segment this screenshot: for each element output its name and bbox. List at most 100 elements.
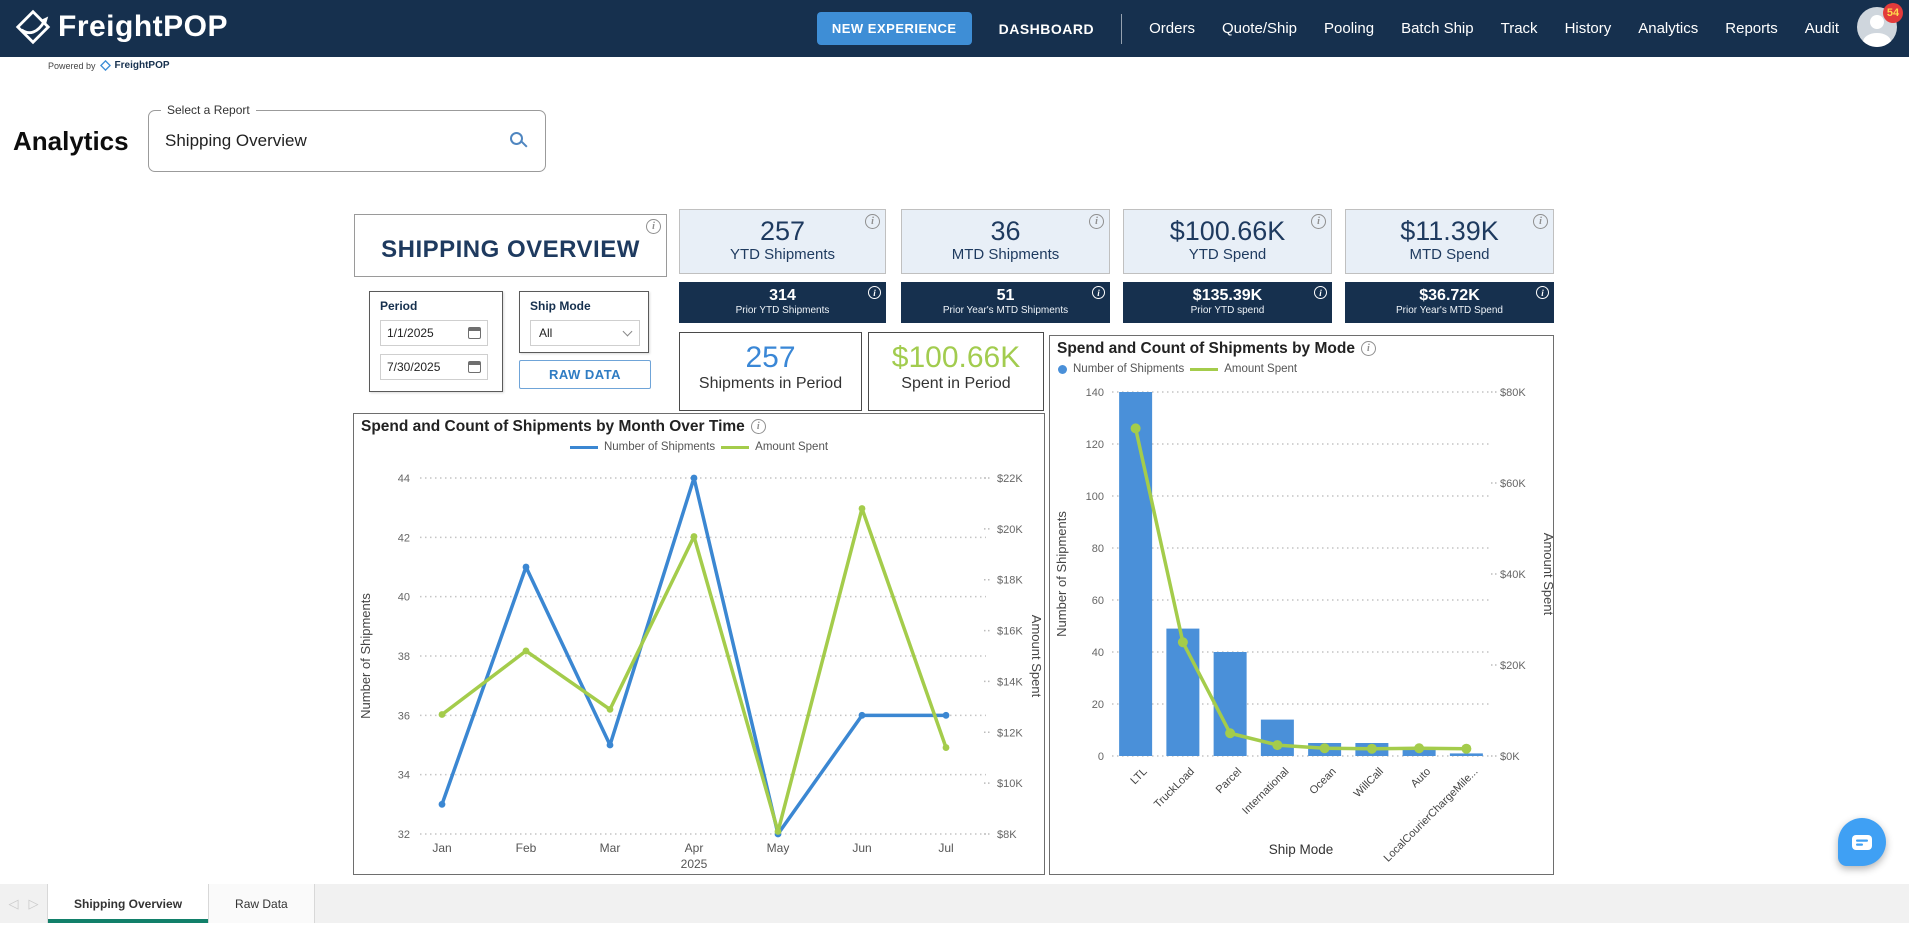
user-menu[interactable]: 54 [1857, 3, 1903, 49]
line-chart-legend: Number of Shipments Amount Spent [354, 441, 1044, 453]
tab-raw-data[interactable]: Raw Data [209, 884, 315, 923]
kpi-label: YTD Spend [1188, 246, 1267, 263]
legend-line-swatch [569, 445, 598, 449]
svg-text:2025: 2025 [681, 857, 708, 871]
svg-text:$18K: $18K [997, 575, 1023, 587]
svg-text:20: 20 [1092, 699, 1104, 711]
nav-audit[interactable]: Audit [1804, 20, 1839, 37]
kpi-prior-ytd-shipments: 314 Prior YTD Shipments [679, 282, 886, 323]
legend-label: Number of Shipments [603, 441, 716, 453]
new-experience-button[interactable]: NEW EXPERIENCE [816, 12, 972, 45]
nav-track[interactable]: Track [1500, 20, 1538, 37]
nav-reports[interactable]: Reports [1725, 20, 1778, 37]
kpi-value: $100.66K [1169, 216, 1286, 246]
svg-text:$12K: $12K [997, 727, 1023, 739]
chevron-down-icon [622, 326, 633, 337]
info-icon[interactable] [1311, 214, 1326, 229]
svg-text:$60K: $60K [1500, 478, 1526, 490]
nav-pooling[interactable]: Pooling [1324, 20, 1375, 37]
tab-nav-left-icon[interactable]: ◁ [8, 895, 19, 911]
kpi-mtd-spend: $11.39K MTD Spend [1345, 209, 1554, 274]
info-icon[interactable] [1360, 341, 1376, 356]
info-icon[interactable] [868, 286, 881, 299]
ship-mode-value: All [539, 326, 553, 340]
line-chart-panel: Spend and Count of Shipments by Month Ov… [353, 413, 1045, 875]
kpi-value: $11.39K [1400, 216, 1499, 246]
period-start-input[interactable] [387, 326, 459, 340]
svg-text:$20K: $20K [997, 524, 1023, 536]
svg-text:42: 42 [398, 532, 410, 544]
kpi-value: 51 [996, 287, 1015, 304]
bar-chart-legend: Number of Shipments Amount Spent [1058, 363, 1297, 375]
info-icon[interactable] [1536, 286, 1549, 299]
svg-text:100: 100 [1086, 491, 1104, 503]
svg-text:$0K: $0K [1500, 751, 1520, 763]
freightpop-brand[interactable]: FreightPOP [14, 8, 228, 46]
info-icon[interactable] [750, 419, 766, 434]
svg-text:TruckLoad: TruckLoad [1152, 766, 1197, 811]
calendar-icon[interactable] [468, 361, 481, 373]
report-selector[interactable]: Select a Report Shipping Overview [148, 103, 546, 172]
period-end-input[interactable] [387, 360, 459, 374]
line-chart-title-text: Spend and Count of Shipments by Month Ov… [361, 418, 745, 435]
nav-analytics[interactable]: Analytics [1638, 20, 1699, 37]
period-start-field[interactable] [380, 320, 488, 346]
kpi-ytd-spend: $100.66K YTD Spend [1123, 209, 1332, 274]
line-chart-title: Spend and Count of Shipments by Month Ov… [361, 418, 766, 436]
nav-batch-ship[interactable]: Batch Ship [1401, 20, 1474, 37]
bar-chart-plot[interactable]: 0 20 40 60 80 100 120 140 $0K $20K $40K $60K $80K LTL… [1050, 386, 1553, 874]
svg-text:38: 38 [398, 651, 410, 663]
info-icon[interactable] [1314, 286, 1327, 299]
info-icon[interactable] [865, 214, 880, 229]
legend-line-swatch [721, 445, 750, 449]
period-end-field[interactable] [380, 354, 488, 380]
raw-data-button[interactable]: RAW DATA [519, 360, 651, 389]
line-chart-plot[interactable]: 32 34 36 38 40 42 44 $8K $10K $12K $14K $16K $18K $20… [354, 462, 1044, 874]
spent-in-period-value: $100.66K [891, 341, 1021, 374]
tab-shipping-overview[interactable]: Shipping Overview [48, 884, 210, 923]
svg-text:Mar: Mar [600, 841, 621, 855]
info-icon[interactable] [1533, 214, 1548, 229]
search-icon[interactable] [510, 132, 523, 145]
kpi-ytd-shipments: 257 YTD Shipments [679, 209, 886, 274]
powered-by-brand: FreightPOP [114, 60, 170, 71]
freightpop-logo-icon [15, 9, 51, 45]
svg-text:WillCall: WillCall [1352, 766, 1386, 800]
bar-chart-title: Spend and Count of Shipments by Mode [1057, 340, 1376, 358]
ship-mode-select[interactable]: All [530, 320, 640, 346]
svg-text:LTL: LTL [1128, 766, 1149, 787]
kpi-label: Prior YTD spend [1190, 305, 1265, 316]
calendar-icon[interactable] [468, 327, 481, 339]
chat-icon [1852, 834, 1872, 850]
kpi-prior-mtd-shipments: 51 Prior Year's MTD Shipments [901, 282, 1110, 323]
kpi-value: 257 [759, 216, 806, 246]
info-icon[interactable] [1092, 286, 1105, 299]
svg-text:$8K: $8K [997, 829, 1017, 841]
svg-text:International: International [1240, 766, 1291, 817]
info-icon[interactable] [646, 219, 661, 234]
period-filter: Period [369, 291, 503, 392]
svg-text:$22K: $22K [997, 473, 1023, 485]
svg-text:$20K: $20K [1500, 660, 1526, 672]
report-tab-bar: ◁ ▷ Shipping Overview Raw Data [0, 884, 1909, 923]
nav-dashboard[interactable]: DASHBOARD [998, 20, 1095, 37]
svg-text:Jan: Jan [432, 841, 451, 855]
svg-text:32: 32 [398, 829, 410, 841]
nav-history[interactable]: History [1564, 20, 1612, 37]
svg-text:40: 40 [1092, 647, 1104, 659]
svg-text:Auto: Auto [1409, 766, 1433, 790]
info-icon[interactable] [1089, 214, 1104, 229]
svg-text:Ship Mode: Ship Mode [1269, 842, 1334, 857]
nav-orders[interactable]: Orders [1149, 20, 1195, 37]
top-navbar: FreightPOP NEW EXPERIENCE DASHBOARD Orde… [0, 0, 1909, 57]
svg-text:$10K: $10K [997, 778, 1023, 790]
nav-quote-ship[interactable]: Quote/Ship [1221, 20, 1298, 37]
svg-text:Parcel: Parcel [1214, 766, 1245, 797]
chat-bubble-button[interactable] [1838, 818, 1886, 866]
legend-label: Number of Shipments [1073, 363, 1185, 375]
spent-in-period-card: $100.66K Spent in Period [868, 332, 1044, 411]
svg-text:0: 0 [1098, 751, 1104, 763]
tab-nav-right-icon[interactable]: ▷ [28, 895, 39, 911]
svg-text:May: May [767, 841, 790, 855]
ship-mode-filter: Ship Mode All [519, 291, 649, 353]
